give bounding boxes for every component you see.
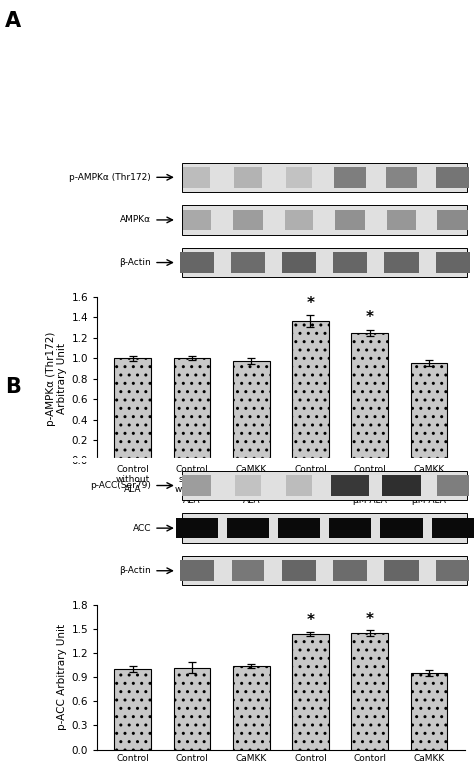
Bar bbox=[437, 476, 469, 495]
Bar bbox=[233, 210, 263, 230]
Bar bbox=[286, 476, 312, 495]
Bar bbox=[233, 666, 270, 750]
Bar bbox=[182, 248, 467, 277]
Bar bbox=[232, 561, 264, 581]
Bar bbox=[233, 361, 270, 460]
Y-axis label: p-AMPKα (Thr172)
Arbitrary Unit: p-AMPKα (Thr172) Arbitrary Unit bbox=[46, 331, 67, 426]
Text: β-Actin: β-Actin bbox=[119, 258, 151, 267]
Text: ACC: ACC bbox=[133, 524, 151, 533]
Bar bbox=[410, 673, 447, 750]
Bar bbox=[387, 210, 416, 230]
Text: *: * bbox=[307, 613, 314, 629]
Bar bbox=[292, 634, 329, 750]
Text: AMPKα: AMPKα bbox=[120, 215, 151, 224]
Bar bbox=[436, 561, 469, 581]
Text: p-ACC(Ser79): p-ACC(Ser79) bbox=[91, 481, 151, 490]
Bar bbox=[278, 518, 320, 538]
Bar bbox=[183, 167, 210, 187]
Text: A: A bbox=[5, 11, 21, 31]
Bar bbox=[282, 561, 316, 581]
Bar bbox=[410, 363, 447, 460]
Bar bbox=[329, 518, 372, 538]
Text: *: * bbox=[366, 612, 374, 627]
Text: p-AMPKα (Thr172): p-AMPKα (Thr172) bbox=[70, 173, 151, 182]
Bar bbox=[173, 667, 210, 750]
Bar bbox=[173, 358, 210, 460]
Bar bbox=[182, 471, 467, 500]
Bar bbox=[386, 167, 417, 187]
Bar bbox=[431, 518, 474, 538]
Bar bbox=[351, 333, 388, 460]
Bar bbox=[436, 253, 470, 272]
Bar bbox=[351, 633, 388, 750]
Bar bbox=[335, 210, 365, 230]
Bar bbox=[182, 210, 211, 230]
Bar bbox=[331, 476, 369, 495]
Bar bbox=[234, 167, 262, 187]
Text: *: * bbox=[307, 296, 314, 311]
Bar bbox=[334, 561, 367, 581]
Bar bbox=[182, 163, 467, 192]
Text: *: * bbox=[366, 310, 374, 326]
Bar bbox=[384, 253, 419, 272]
Bar bbox=[231, 253, 264, 272]
Bar bbox=[334, 167, 366, 187]
Bar bbox=[333, 253, 367, 272]
Bar bbox=[175, 518, 218, 538]
Bar bbox=[227, 518, 269, 538]
Bar bbox=[382, 476, 421, 495]
Bar bbox=[285, 210, 313, 230]
Bar bbox=[180, 561, 213, 581]
Bar bbox=[180, 253, 214, 272]
Bar bbox=[182, 514, 467, 543]
Bar bbox=[384, 561, 419, 581]
Bar bbox=[286, 167, 312, 187]
Bar bbox=[182, 476, 211, 495]
Bar bbox=[292, 321, 329, 460]
Bar bbox=[380, 518, 423, 538]
Bar bbox=[114, 358, 151, 460]
Bar bbox=[235, 476, 261, 495]
Bar bbox=[182, 205, 467, 234]
Text: β-Actin: β-Actin bbox=[119, 566, 151, 575]
Bar bbox=[436, 167, 469, 187]
Text: B: B bbox=[5, 377, 20, 396]
Bar bbox=[114, 669, 151, 750]
Bar bbox=[437, 210, 468, 230]
Bar bbox=[282, 253, 317, 272]
Y-axis label: p-ACC Arbitrary Unit: p-ACC Arbitrary Unit bbox=[57, 624, 67, 731]
Bar bbox=[182, 556, 467, 585]
